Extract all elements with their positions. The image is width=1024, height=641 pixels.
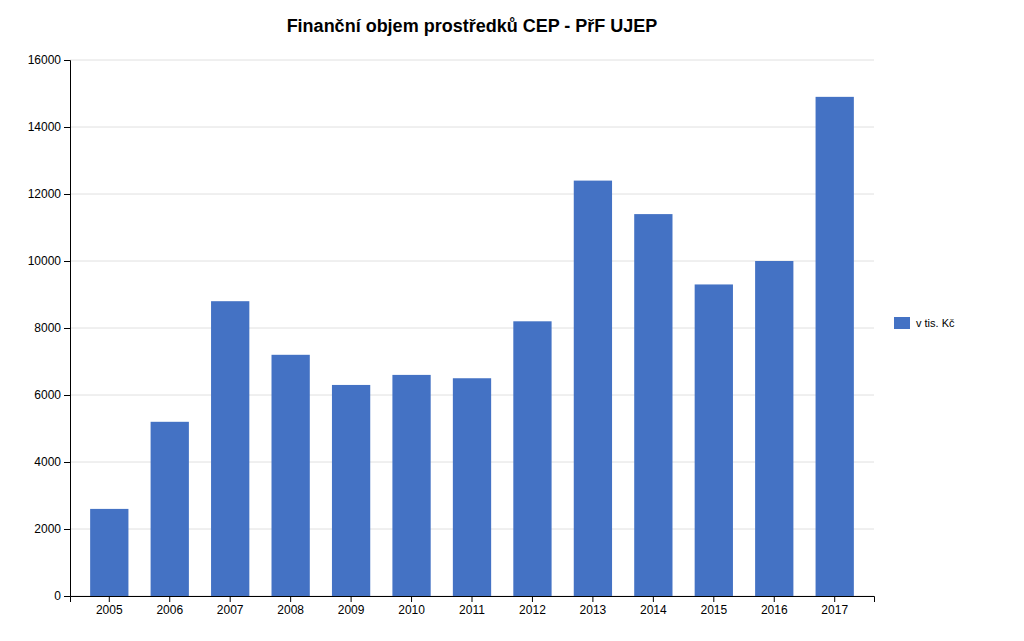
x-tick-mark bbox=[592, 596, 593, 602]
bar bbox=[332, 385, 370, 596]
x-tick: 2015 bbox=[700, 596, 727, 617]
x-tick: 2017 bbox=[821, 596, 848, 617]
x-tick: 2009 bbox=[338, 596, 365, 617]
x-tick-mark bbox=[653, 596, 654, 602]
bars bbox=[90, 97, 854, 596]
x-tick-label: 2016 bbox=[761, 603, 788, 617]
x-tick-label: 2013 bbox=[580, 603, 607, 617]
y-tick-mark bbox=[64, 60, 70, 61]
y-axis-line bbox=[64, 61, 71, 597]
y-tick-label: 0 bbox=[54, 589, 61, 603]
y-tick: 12000 bbox=[28, 187, 70, 201]
x-tick-label: 2008 bbox=[277, 603, 304, 617]
y-axis: 0 2000 4000 6000 8000 10000 12000 14000 16000 bbox=[28, 53, 71, 603]
x-tick: 2008 bbox=[277, 596, 304, 617]
y-tick-label: 10000 bbox=[28, 254, 62, 268]
x-axis: 2005 2006 2007 2008 2009 2010 2011 2012 2013 2014… bbox=[71, 596, 875, 617]
x-tick-mark bbox=[713, 596, 714, 602]
x-tick: 2010 bbox=[398, 596, 425, 617]
x-tick: 2013 bbox=[580, 596, 607, 617]
legend-item: v tis. Kč bbox=[894, 317, 955, 329]
y-tick-mark bbox=[64, 328, 70, 329]
y-tick-mark bbox=[64, 194, 70, 195]
grid-line bbox=[70, 261, 874, 262]
x-tick-mark bbox=[351, 596, 352, 602]
x-tick-label: 2011 bbox=[459, 603, 485, 617]
x-tick-mark bbox=[230, 596, 231, 602]
y-tick: 0 bbox=[54, 589, 70, 603]
x-tick-mark bbox=[532, 596, 533, 602]
x-tick-mark bbox=[169, 596, 170, 602]
x-tick-mark bbox=[472, 596, 473, 602]
y-tick-label: 4000 bbox=[34, 455, 61, 469]
x-tick-label: 2010 bbox=[398, 603, 425, 617]
bar bbox=[816, 97, 854, 596]
bar bbox=[392, 375, 430, 596]
chart-container: Finanční objem prostředků CEP - PřF UJEP… bbox=[0, 0, 1024, 641]
y-tick-mark bbox=[64, 529, 70, 530]
x-tick-label: 2009 bbox=[338, 603, 365, 617]
bar bbox=[211, 301, 249, 596]
bar bbox=[90, 509, 128, 596]
y-tick: 4000 bbox=[34, 455, 70, 469]
grid bbox=[70, 60, 874, 596]
y-tick: 14000 bbox=[28, 120, 70, 134]
chart-title: Finanční objem prostředků CEP - PřF UJEP bbox=[287, 16, 658, 36]
y-tick: 16000 bbox=[28, 53, 70, 67]
y-tick-label: 2000 bbox=[34, 522, 61, 536]
x-tick: 2006 bbox=[156, 596, 183, 617]
y-tick-label: 8000 bbox=[34, 321, 61, 335]
y-tick-label: 6000 bbox=[34, 388, 61, 402]
grid-line bbox=[70, 328, 874, 329]
x-tick-mark bbox=[109, 596, 110, 602]
x-tick-label: 2014 bbox=[640, 603, 667, 617]
legend-label: v tis. Kč bbox=[916, 317, 955, 329]
y-tick-label: 14000 bbox=[28, 120, 62, 134]
plot-area: 2005 2006 2007 2008 2009 2010 2011 2012 2013 2014… bbox=[28, 53, 875, 616]
bar bbox=[634, 214, 672, 596]
chart-svg: Finanční objem prostředků CEP - PřF UJEP… bbox=[0, 0, 1024, 641]
x-axis-line bbox=[71, 597, 875, 603]
x-tick: 2007 bbox=[217, 596, 244, 617]
y-tick: 8000 bbox=[34, 321, 70, 335]
x-tick-label: 2007 bbox=[217, 603, 244, 617]
bar bbox=[574, 181, 612, 596]
x-tick: 2005 bbox=[96, 596, 123, 617]
bar bbox=[272, 355, 310, 596]
x-tick: 2011 bbox=[459, 596, 485, 617]
x-tick: 2012 bbox=[519, 596, 546, 617]
bar bbox=[695, 284, 733, 596]
bar bbox=[151, 422, 189, 596]
legend: v tis. Kč bbox=[894, 317, 955, 329]
y-tick: 6000 bbox=[34, 388, 70, 402]
bar-series bbox=[90, 97, 854, 596]
x-tick-mark bbox=[774, 596, 775, 602]
x-tick-label: 2012 bbox=[519, 603, 546, 617]
grid-line bbox=[70, 194, 874, 195]
y-tick: 10000 bbox=[28, 254, 70, 268]
y-tick-mark bbox=[64, 127, 70, 128]
y-tick-mark bbox=[64, 261, 70, 262]
y-tick: 2000 bbox=[34, 522, 70, 536]
bar bbox=[513, 321, 551, 596]
y-tick-mark bbox=[64, 395, 70, 396]
x-tick: 2014 bbox=[640, 596, 667, 617]
x-tick-label: 2017 bbox=[821, 603, 848, 617]
y-tick-label: 12000 bbox=[28, 187, 62, 201]
legend-swatch bbox=[894, 317, 910, 329]
x-tick-mark bbox=[834, 596, 835, 602]
y-tick-label: 16000 bbox=[28, 53, 62, 67]
grid-line bbox=[70, 60, 874, 61]
grid-line bbox=[70, 127, 874, 128]
x-tick-label: 2006 bbox=[156, 603, 183, 617]
x-tick-label: 2015 bbox=[700, 603, 727, 617]
bar bbox=[453, 378, 491, 596]
y-tick-mark bbox=[64, 596, 70, 597]
y-tick-mark bbox=[64, 462, 70, 463]
x-tick-mark bbox=[411, 596, 412, 602]
bar bbox=[755, 261, 793, 596]
x-tick-label: 2005 bbox=[96, 603, 123, 617]
x-tick-mark bbox=[290, 596, 291, 602]
x-tick: 2016 bbox=[761, 596, 788, 617]
